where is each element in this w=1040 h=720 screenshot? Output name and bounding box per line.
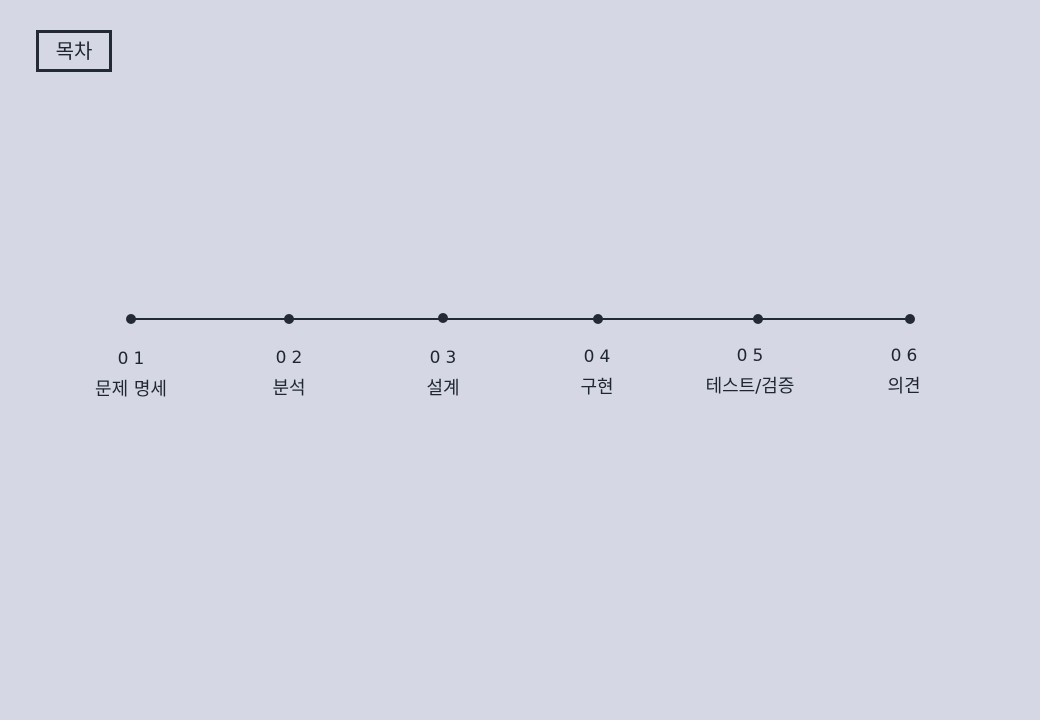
step-number: 05 bbox=[736, 346, 769, 366]
step-number: 03 bbox=[429, 348, 462, 368]
timeline-dot-6 bbox=[905, 314, 915, 324]
timeline-step-3: 03 설계 bbox=[363, 347, 523, 401]
step-label: 의견 bbox=[887, 376, 921, 397]
page-title-text: 목차 bbox=[55, 39, 93, 63]
step-number: 01 bbox=[117, 349, 150, 369]
step-number: 02 bbox=[275, 348, 308, 368]
step-label: 설계 bbox=[426, 378, 460, 399]
step-label: 분석 bbox=[272, 378, 306, 399]
step-label: 구현 bbox=[580, 377, 614, 398]
timeline-step-6: 06 의견 bbox=[824, 345, 984, 399]
timeline-dot-3 bbox=[438, 313, 448, 323]
timeline-step-1: 01 문제 명세 bbox=[51, 348, 211, 402]
timeline-step-2: 02 분석 bbox=[209, 347, 369, 401]
step-label: 문제 명세 bbox=[95, 379, 167, 400]
timeline-step-4: 04 구현 bbox=[517, 346, 677, 400]
step-number: 04 bbox=[583, 347, 616, 367]
timeline-dot-1 bbox=[126, 314, 136, 324]
timeline-dot-4 bbox=[593, 314, 603, 324]
timeline-dot-5 bbox=[753, 314, 763, 324]
page-title: 목차 bbox=[36, 30, 112, 72]
step-number: 06 bbox=[890, 346, 923, 366]
timeline-step-5: 05 테스트/검증 bbox=[670, 345, 830, 399]
step-label: 테스트/검증 bbox=[705, 376, 795, 397]
timeline-dot-2 bbox=[284, 314, 294, 324]
